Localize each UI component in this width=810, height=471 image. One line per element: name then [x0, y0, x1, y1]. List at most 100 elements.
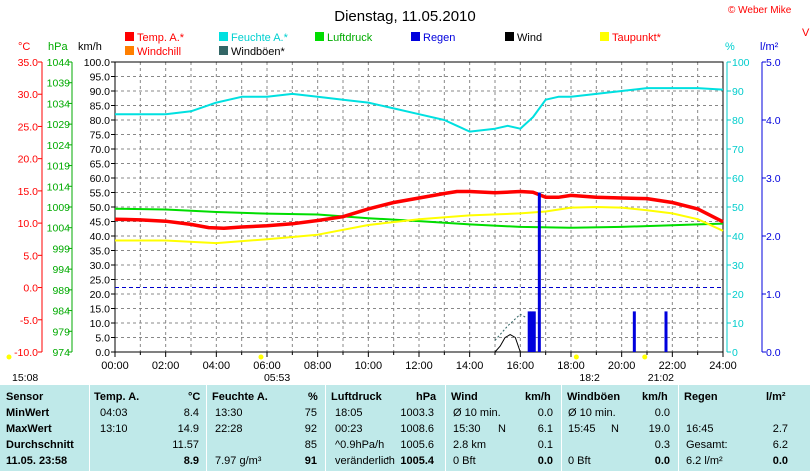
- series-line-wind: [115, 334, 723, 353]
- pressure-axis-tick-label: 994: [52, 264, 70, 276]
- humidity-axis-tick-label: 20: [732, 289, 744, 301]
- humidity-axis-tick-label: 50: [732, 202, 744, 214]
- wind-axis-tick-label: 0.0: [95, 347, 110, 359]
- rain-axis-unit: l/m²: [760, 41, 779, 53]
- wind-axis-tick-label: 20.0: [90, 289, 111, 301]
- x-axis-tick-label: 00:00: [101, 360, 129, 372]
- wind-axis-tick-label: 10.0: [90, 318, 111, 330]
- x-axis-tick-label: 14:00: [456, 360, 484, 372]
- time-marker-label: 05:53: [264, 372, 290, 384]
- stats-gust-value: 0.3: [654, 439, 670, 451]
- wind-axis-tick-label: 40.0: [90, 231, 111, 243]
- stats-wind-desc: Ø 10 min.: [453, 407, 501, 419]
- chart-legend: Temp. A.* Feuchte A.* Luftdruck Regen Wind Ta…: [125, 32, 662, 58]
- stats-wind-desc: 15:30: [453, 423, 481, 435]
- stats-temp-time: 13:10: [100, 423, 128, 435]
- series-line-windben: [494, 313, 526, 341]
- statistics-table: Sensor Temp. A. °C Feuchte A. % Luftdruc…: [0, 385, 810, 471]
- stats-hum-time: 13:30: [215, 407, 243, 419]
- legend-swatch: [505, 32, 514, 41]
- rain-axis-tick-label: 4.0: [766, 115, 781, 127]
- stats-press-time: ^0.9hPa/h: [335, 439, 385, 451]
- legend-label: Regen: [423, 32, 455, 44]
- stats-row-label: MaxWert: [6, 423, 52, 435]
- stats-press-trend-arrow: ↑: [385, 454, 391, 466]
- temp-axis-tick-label: 30.0: [18, 89, 39, 101]
- wind-axis-tick-label: 60.0: [90, 173, 111, 185]
- wind-axis-tick-label: 25.0: [90, 275, 111, 287]
- rain-axis-tick-label: 3.0: [766, 173, 781, 185]
- stats-header-press: Luftdruck: [331, 391, 382, 403]
- rain-bar: [537, 192, 541, 352]
- stats-wind-desc: 0 Bft: [453, 455, 476, 467]
- pressure-axis-tick-label: 989: [52, 285, 70, 297]
- stats-hum-value: 75: [304, 407, 317, 419]
- legend-swatch: [315, 32, 324, 41]
- rain-bar: [530, 311, 534, 352]
- legend-label: Luftdruck: [327, 32, 373, 44]
- wind-axis-tick-label: 70.0: [90, 144, 111, 156]
- legend-swatch: [411, 32, 420, 41]
- stats-header-wind-unit: km/h: [525, 391, 551, 403]
- wind-axis-tick-label: 30.0: [90, 260, 111, 272]
- humidity-axis-tick-label: 60: [732, 173, 744, 185]
- x-axis-tick-label: 18:00: [557, 360, 585, 372]
- stats-wind-value: 6.1: [537, 423, 553, 435]
- stats-wind-value: 0.0: [537, 455, 553, 467]
- wind-axis-tick-label: 15.0: [90, 304, 111, 316]
- rain-axis-tick-label: 2.0: [766, 231, 781, 243]
- chart-axes: 35.0 30.0 25.0 20.0 15.0 10.0 5.0 0.0 -5.0 -10.0 1…: [14, 57, 781, 359]
- stats-wind-desc: 2.8 km: [453, 439, 487, 451]
- stats-rain-value: 2.7: [772, 423, 788, 435]
- stats-temp-value: 11.57: [172, 439, 199, 451]
- stats-temp-value: 8.4: [183, 407, 199, 419]
- stats-header-hum-unit: %: [308, 391, 318, 403]
- rain-bar: [664, 311, 668, 352]
- stats-header-rain-unit: l/m²: [766, 391, 786, 403]
- series-line-taupunkt: [115, 206, 724, 245]
- temp-axis-tick-label: 15.0: [18, 186, 39, 198]
- stats-press-value: 1005.4: [400, 455, 434, 467]
- time-marker-label: 21:02: [648, 372, 674, 384]
- humidity-axis-unit: %: [725, 41, 735, 53]
- pressure-axis-tick-label: 1014: [47, 181, 71, 193]
- temp-axis-tick-label: 35.0: [18, 57, 39, 69]
- legend-swatch: [219, 46, 228, 55]
- rain-axis-tick-label: 5.0: [766, 57, 781, 69]
- x-axis-tick-label: 12:00: [405, 360, 433, 372]
- wind-axis-tick-label: 80.0: [90, 115, 111, 127]
- stats-gust-value: 19.0: [648, 423, 670, 435]
- stats-rain-desc: 16:45: [686, 423, 714, 435]
- stats-temp-time: 04:03: [100, 407, 128, 419]
- stats-gust-direction: N: [611, 423, 619, 435]
- chart-plot-area: 15:08 05:53 18:2 21:02: [6, 87, 724, 384]
- x-axis-tick-label: 04:00: [203, 360, 231, 372]
- time-marker-dot: [573, 354, 579, 360]
- rain-axis-tick-label: 1.0: [766, 289, 781, 301]
- x-axis-tick-label: 10:00: [355, 360, 383, 372]
- legend-swatch: [600, 32, 609, 41]
- pressure-axis-tick-label: 1039: [47, 78, 71, 90]
- wind-axis-tick-label: 55.0: [90, 188, 111, 200]
- wind-axis-tick-label: 95.0: [90, 72, 111, 84]
- humidity-axis-tick-label: 30: [732, 260, 744, 272]
- chart-title: Dienstag, 11.05.2010: [334, 8, 476, 25]
- stats-press-value: 1003.3: [400, 407, 434, 419]
- legend-swatch: [125, 46, 134, 55]
- wind-axis-tick-label: 100.0: [84, 57, 110, 69]
- stats-hum-value: 91: [304, 455, 317, 467]
- rain-bar: [632, 311, 636, 352]
- time-marker-label: 18:2: [579, 372, 600, 384]
- rain-bar: [532, 311, 536, 352]
- pressure-axis-tick-label: 1004: [47, 223, 71, 235]
- legend-swatch: [125, 32, 134, 41]
- temp-axis-tick-label: -5.0: [20, 315, 38, 327]
- stats-wind-value: 0.0: [537, 407, 553, 419]
- stats-gust-desc: 15:45: [568, 423, 596, 435]
- pressure-axis-tick-label: 974: [52, 347, 70, 359]
- stats-header-temp-unit: °C: [188, 391, 201, 403]
- copyright-text: © Weber Mike: [728, 5, 792, 16]
- temp-axis-tick-label: -10.0: [14, 347, 38, 359]
- stats-rain-value: 6.2: [772, 439, 788, 451]
- pressure-axis-unit: hPa: [48, 41, 68, 53]
